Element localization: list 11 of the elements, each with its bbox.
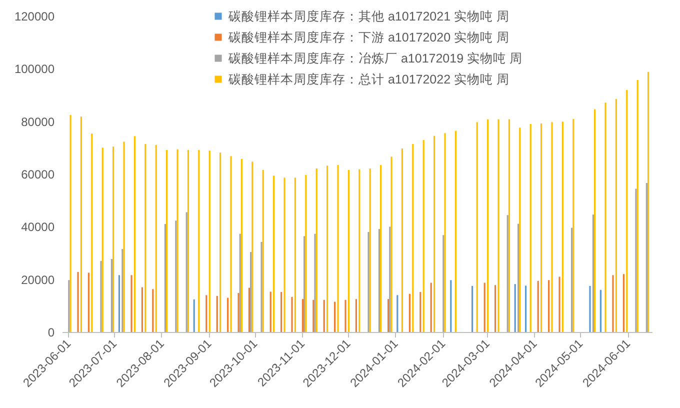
y-tick-label: 20000 <box>21 272 55 287</box>
legend-label: 碳酸锂样本周度库存：冶炼厂 a10172019 实物吨 周 <box>228 50 522 66</box>
y-tick-label: 80000 <box>21 114 55 129</box>
y-tick-label: 120000 <box>14 10 55 24</box>
legend-label: 碳酸锂样本周度库存：总计 a10172022 实物吨 周 <box>228 71 510 86</box>
y-tick-label: 100000 <box>14 62 55 76</box>
legend-label: 碳酸锂样本周度库存：下游 a10172020 实物吨 周 <box>228 29 510 44</box>
y-tick-label: 60000 <box>21 168 55 182</box>
legend-label: 碳酸锂样本周度库存：其他 a10172021 实物吨 周 <box>228 8 510 24</box>
y-tick-label: 0 <box>48 326 55 340</box>
y-tick-label: 40000 <box>21 220 55 234</box>
